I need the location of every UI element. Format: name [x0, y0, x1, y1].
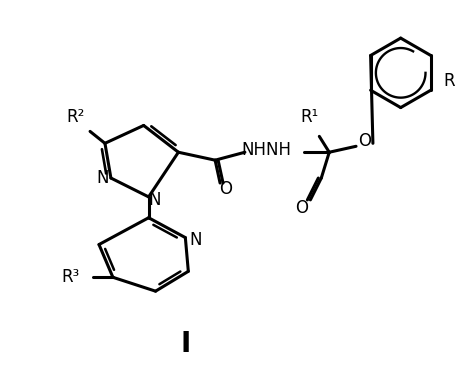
Text: R¹: R¹ [300, 108, 318, 126]
Text: I: I [180, 330, 190, 358]
Text: N: N [189, 230, 201, 248]
Text: O: O [219, 180, 232, 198]
Text: N: N [148, 191, 161, 209]
Text: R: R [442, 72, 454, 90]
Text: R²: R² [66, 108, 84, 126]
Text: O: O [358, 132, 371, 150]
Text: R³: R³ [61, 268, 79, 286]
Text: N: N [96, 169, 109, 187]
Text: O: O [294, 199, 307, 217]
Text: NHNH: NHNH [241, 141, 291, 159]
